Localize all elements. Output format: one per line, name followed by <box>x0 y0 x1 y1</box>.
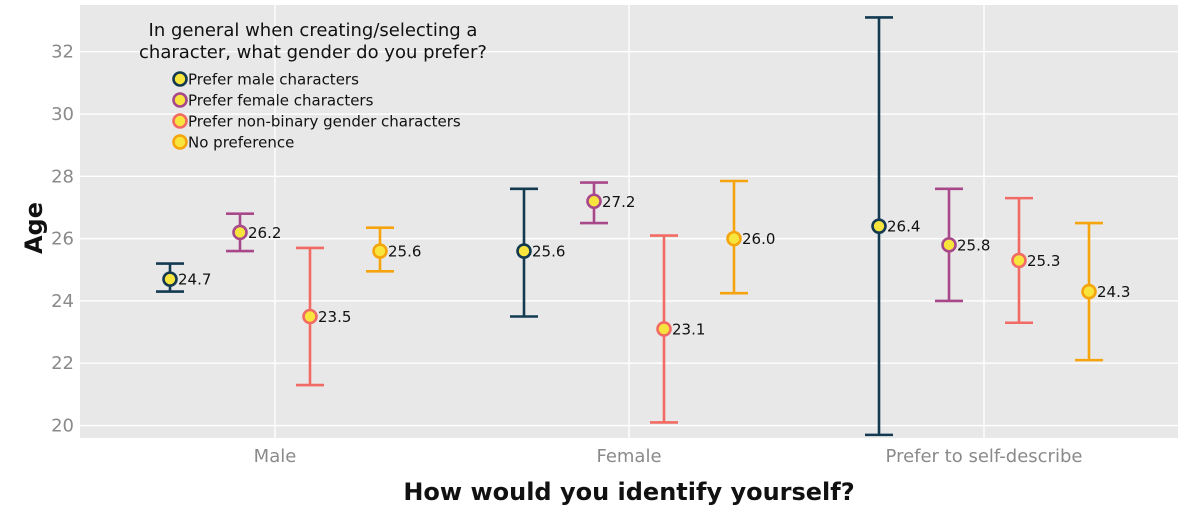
data-label: 23.1 <box>672 320 705 338</box>
x-tick-label: Male <box>254 446 297 467</box>
data-label: 25.6 <box>532 243 565 261</box>
legend-title-line-1: In general when creating/selecting a <box>149 20 478 41</box>
data-point <box>232 224 248 241</box>
x-tick-label: Prefer to self-describe <box>886 446 1083 467</box>
x-axis-ticks: Male Female Prefer to self-describe <box>254 446 1083 467</box>
x-tick-label: Female <box>596 446 661 467</box>
data-label: 25.3 <box>1027 252 1060 270</box>
data-point <box>656 321 672 337</box>
data-label: 27.2 <box>602 193 635 211</box>
data-point <box>941 237 957 253</box>
data-label: 24.3 <box>1097 283 1130 301</box>
series-2: 26.2 27.2 25.8 <box>226 181 990 303</box>
data-label: 23.5 <box>318 308 351 326</box>
legend-marker <box>172 113 188 129</box>
y-tick-label: 30 <box>51 104 74 125</box>
y-tick-label: 22 <box>51 353 74 374</box>
data-point <box>1081 283 1097 300</box>
data-label: 25.8 <box>957 236 990 254</box>
data-label: 24.7 <box>178 271 211 289</box>
legend-marker <box>172 134 188 150</box>
series-1: 24.7 25.6 26.4 <box>156 16 920 437</box>
data-label: 25.6 <box>388 243 421 261</box>
data-point <box>1011 252 1027 269</box>
data-label: 26.4 <box>887 218 920 236</box>
y-tick-label: 28 <box>51 166 74 187</box>
y-tick-label: 24 <box>51 291 74 312</box>
data-point <box>871 218 887 234</box>
legend-marker <box>172 71 188 87</box>
legend-title-line-2: character, what gender do you prefer? <box>139 42 487 63</box>
data-point <box>162 271 178 287</box>
data-point <box>302 308 318 325</box>
legend-item-label: Prefer non-binary gender characters <box>188 113 461 131</box>
data-point <box>372 243 388 259</box>
data-label: 26.0 <box>742 230 775 248</box>
y-axis-ticks: 20 22 24 26 28 30 32 <box>51 42 74 437</box>
x-axis-title: How would you identify yourself? <box>403 478 854 506</box>
data-point <box>516 243 532 259</box>
data-label: 26.2 <box>248 224 281 242</box>
series-3: 23.5 23.1 25.3 <box>296 196 1060 424</box>
legend-item-label: No preference <box>188 134 294 152</box>
data-point <box>586 193 602 210</box>
grid-lines <box>80 5 1178 438</box>
data-point <box>726 230 742 247</box>
legend: In general when creating/selecting a cha… <box>139 20 487 152</box>
y-tick-label: 20 <box>51 416 74 437</box>
legend-item-label: Prefer female characters <box>188 92 374 110</box>
y-tick-label: 32 <box>51 42 74 63</box>
legend-item-label: Prefer male characters <box>188 71 359 89</box>
y-tick-label: 26 <box>51 229 74 250</box>
legend-marker <box>172 92 188 108</box>
y-axis-title: Age <box>20 202 48 254</box>
series-4: 25.6 26.0 24.3 <box>366 179 1130 362</box>
series-group: 24.725.626.426.227.225.823.523.125.325.6… <box>156 16 1130 437</box>
